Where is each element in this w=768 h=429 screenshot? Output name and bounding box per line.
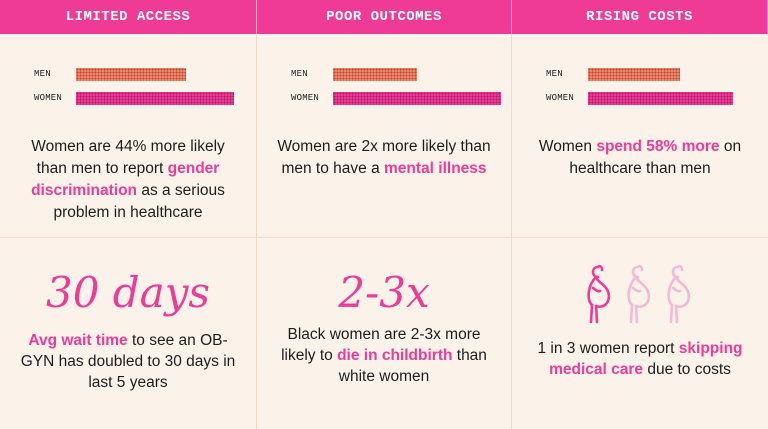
poor-outcomes-stat-panel: MEN WOMEN Women are 2x more likely than … [257,34,512,238]
highlight-text: die in childbirth [337,347,453,364]
men-bar [588,67,680,81]
comparison-bars: MEN WOMEN [546,67,733,115]
stat-text: Women spend 58% more on healthcare than … [538,138,742,177]
men-label: MEN [34,69,51,79]
men-label: MEN [546,69,563,79]
big-stat: 2-3x [338,268,430,317]
pregnant-woman-icon [587,264,611,324]
comparison-bars: MEN WOMEN [34,67,234,115]
highlight-text: Avg wait time [28,332,128,349]
wait-time-stat-panel: 30 days Avg wait time to see an OB-GYN h… [0,238,257,429]
highlight-text: spend 58% more [596,138,720,155]
pregnant-woman-icon [627,264,651,324]
men-bar-row: MEN [291,67,501,81]
women-bar-row: WOMEN [34,91,234,105]
stat-text: Black women are 2-3x more likely to die … [281,326,487,385]
stat-text: Avg wait time to see an OB-GYN has doubl… [20,332,236,391]
childbirth-stat-panel: 2-3x Black women are 2-3x more likely to… [257,238,512,429]
women-label: WOMEN [291,93,320,103]
stat-text: Women are 2x more likely than men to hav… [277,138,491,177]
women-bar-row: WOMEN [546,91,733,105]
women-bar [333,91,501,105]
men-bar [333,67,417,81]
big-stat: 30 days [45,268,210,317]
women-label: WOMEN [34,93,63,103]
pregnant-woman-icon [667,264,691,324]
header-rising-costs: RISING COSTS [512,0,768,34]
rising-costs-stat-panel: MEN WOMEN Women spend 58% more on health… [512,34,768,238]
women-bar [76,91,234,105]
men-bar-row: MEN [546,67,733,81]
women-bar [588,91,733,105]
men-bar [76,67,186,81]
men-bar-row: MEN [34,67,234,81]
highlight-text: gender discrimination [31,160,220,199]
women-bar-row: WOMEN [291,91,501,105]
pregnant-women-icons [512,262,768,326]
highlight-text: mental illness [384,160,487,177]
comparison-bars: MEN WOMEN [291,67,501,115]
header-poor-outcomes: POOR OUTCOMES [257,0,512,34]
stat-text: Women are 44% more likely than men to re… [31,138,225,221]
limited-access-stat-panel: MEN WOMEN Women are 44% more likely than… [0,34,257,238]
skipping-care-stat-panel: 1 in 3 women report skipping medical car… [512,238,768,429]
header-limited-access: LIMITED ACCESS [0,0,257,34]
stat-text: 1 in 3 women report skipping medical car… [537,340,743,378]
men-label: MEN [291,69,308,79]
highlight-text: skipping medical care [549,340,743,378]
women-label: WOMEN [546,93,575,103]
